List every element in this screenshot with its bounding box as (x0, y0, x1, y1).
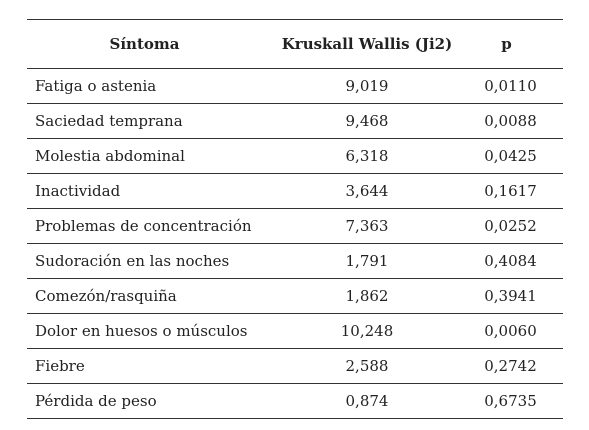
cell-symptom: Comezón/rasquiña (27, 278, 272, 314)
header-row: Síntoma Kruskall Wallis (Ji2) p (27, 19, 563, 69)
cell-p: 0,0088 (462, 103, 563, 139)
header-symptom: Síntoma (27, 19, 272, 69)
cell-p: 0,0060 (462, 313, 563, 349)
cell-kruskal: 1,862 (272, 278, 462, 314)
cell-kruskal: 0,874 (272, 383, 462, 419)
cell-symptom: Dolor en huesos o músculos (27, 313, 272, 349)
cell-p: 0,0425 (462, 138, 563, 174)
cell-p: 0,0110 (462, 68, 563, 104)
table-row: Dolor en huesos o músculos 10,248 0,0060 (27, 313, 563, 349)
cell-kruskal: 7,363 (272, 208, 462, 244)
cell-symptom: Molestia abdominal (27, 138, 272, 174)
cell-kruskal: 3,644 (272, 173, 462, 209)
cell-symptom: Fiebre (27, 348, 272, 384)
cell-symptom: Inactividad (27, 173, 272, 209)
cell-symptom: Sudoración en las noches (27, 243, 272, 279)
cell-symptom: Pérdida de peso (27, 383, 272, 419)
table-row: Sudoración en las noches 1,791 0,4084 (27, 243, 563, 279)
table-body: Fatiga o astenia 9,019 0,0110 Saciedad t… (27, 68, 563, 419)
cell-kruskal: 1,791 (272, 243, 462, 279)
table-row: Problemas de concentración 7,363 0,0252 (27, 208, 563, 244)
table-row: Comezón/rasquiña 1,862 0,3941 (27, 278, 563, 314)
cell-kruskal: 10,248 (272, 313, 462, 349)
table-header: Síntoma Kruskall Wallis (Ji2) p (27, 19, 563, 69)
cell-kruskal: 2,588 (272, 348, 462, 384)
header-kruskal-wallis: Kruskall Wallis (Ji2) (272, 19, 462, 69)
cell-symptom: Saciedad temprana (27, 103, 272, 139)
header-p-value: p (462, 19, 563, 69)
cell-p: 0,0252 (462, 208, 563, 244)
cell-symptom: Problemas de concentración (27, 208, 272, 244)
cell-p: 0,6735 (462, 383, 563, 419)
table-row: Pérdida de peso 0,874 0,6735 (27, 383, 563, 419)
table-row: Fatiga o astenia 9,019 0,0110 (27, 68, 563, 104)
cell-p: 0,2742 (462, 348, 563, 384)
table-row: Saciedad temprana 9,468 0,0088 (27, 103, 563, 139)
cell-kruskal: 9,468 (272, 103, 462, 139)
cell-p: 0,1617 (462, 173, 563, 209)
cell-kruskal: 6,318 (272, 138, 462, 174)
cell-symptom: Fatiga o astenia (27, 68, 272, 104)
table-row: Inactividad 3,644 0,1617 (27, 173, 563, 209)
cell-kruskal: 9,019 (272, 68, 462, 104)
table-row: Fiebre 2,588 0,2742 (27, 348, 563, 384)
table-row: Molestia abdominal 6,318 0,0425 (27, 138, 563, 174)
cell-p: 0,4084 (462, 243, 563, 279)
cell-p: 0,3941 (462, 278, 563, 314)
symptom-statistics-table: Síntoma Kruskall Wallis (Ji2) p Fatiga o… (27, 19, 563, 419)
